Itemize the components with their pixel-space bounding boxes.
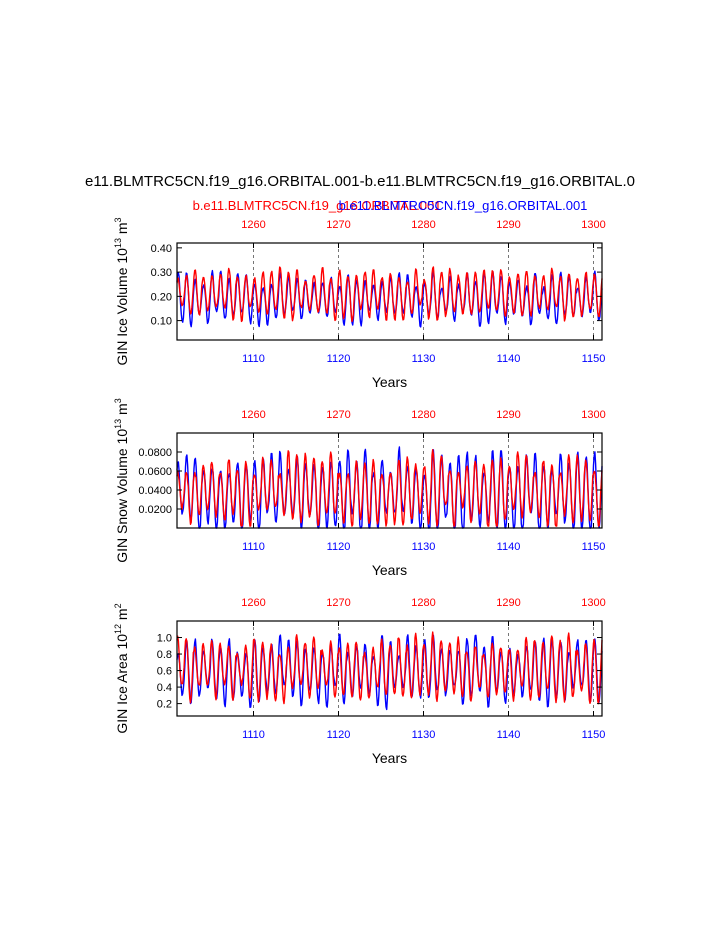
y-tick-label: 0.0600 (138, 466, 172, 478)
series-line-red (176, 266, 603, 323)
x-top-tick-label: 1280 (411, 219, 435, 231)
x-top-tick-label: 1280 (411, 409, 435, 421)
x-top-tick-label: 1290 (496, 597, 520, 609)
y-tick-label: 0.8 (157, 649, 172, 661)
y-tick-label: 0.0400 (138, 485, 172, 497)
y-tick-label: 0.0800 (138, 447, 172, 459)
y-tick-label: 0.10 (151, 316, 172, 328)
y-tick-label: 0.6 (157, 666, 172, 678)
x-bottom-tick-label: 1130 (412, 541, 436, 553)
legend-blue-label: b.e11.BLMTRC5CN.f19_g16.ORBITAL.001 (339, 198, 588, 213)
x-top-tick-label: 1290 (496, 409, 520, 421)
panel-2: 0.0200 0.0400 0.0600 0.0800 1110 1120 1130 1140… (113, 398, 606, 578)
x-bottom-tick-label: 1120 (327, 729, 351, 741)
y-tick-label: 0.20 (151, 291, 172, 303)
legend-red-label: b.e11.BLMTRC5CN.f19_g16.ORBITAL.001 (193, 198, 442, 213)
y-axis-label: GIN Snow Volume 1013 m3 (113, 398, 130, 562)
series-line-red (176, 631, 603, 705)
x-bottom-tick-label: 1140 (497, 353, 521, 365)
y-tick-label: 0.30 (151, 267, 172, 279)
panel-1: 0.10 0.20 0.30 0.40 1110 1120 1130 1140 1150 1260… (113, 217, 606, 390)
x-top-tick-label: 1290 (496, 219, 520, 231)
x-bottom-tick-label: 1110 (242, 541, 265, 553)
x-top-tick-label: 1260 (241, 219, 265, 231)
x-top-tick-label: 1260 (241, 409, 265, 421)
y-axis-label: GIN Ice Volume 1013 m3 (113, 217, 130, 365)
y-tick-label: 0.0200 (138, 504, 172, 516)
x-top-tick-label: 1300 (581, 219, 605, 231)
x-bottom-tick-label: 1150 (582, 729, 606, 741)
plot-frame (176, 620, 603, 717)
x-top-tick-label: 1260 (241, 597, 265, 609)
x-bottom-tick-label: 1130 (412, 353, 436, 365)
x-bottom-tick-label: 1120 (327, 353, 351, 365)
x-bottom-tick-label: 1130 (412, 729, 436, 741)
y-tick-label: 0.4 (157, 682, 172, 694)
y-tick-label: 0.40 (151, 243, 172, 255)
x-top-tick-label: 1280 (411, 597, 435, 609)
x-axis-label: Years (372, 562, 407, 578)
x-bottom-tick-label: 1150 (582, 541, 606, 553)
chart-title: e11.BLMTRC5CN.f19_g16.ORBITAL.001-b.e11.… (85, 173, 635, 190)
x-bottom-tick-label: 1140 (497, 729, 521, 741)
x-top-tick-label: 1270 (326, 409, 350, 421)
x-top-tick-label: 1270 (326, 219, 350, 231)
y-tick-label: 0.2 (157, 699, 172, 711)
series-line-red (176, 449, 603, 527)
panel-3: 0.2 0.4 0.6 0.8 1.0 1110 1120 1130 1140 1150 1260 1… (113, 597, 606, 766)
x-top-tick-label: 1300 (581, 597, 605, 609)
y-axis-label: GIN Ice Area 1012 m2 (113, 603, 130, 733)
x-axis-label: Years (372, 750, 407, 766)
y-tick-label: 1.0 (157, 633, 172, 645)
x-bottom-tick-label: 1110 (242, 729, 265, 741)
x-axis-label: Years (372, 374, 407, 390)
x-bottom-tick-label: 1140 (497, 541, 521, 553)
x-bottom-tick-label: 1110 (242, 353, 265, 365)
x-bottom-tick-label: 1120 (327, 541, 351, 553)
x-bottom-tick-label: 1150 (582, 353, 606, 365)
x-top-tick-label: 1300 (581, 409, 605, 421)
x-top-tick-label: 1270 (326, 597, 350, 609)
plot-frame (176, 242, 603, 341)
plot-frame (176, 432, 603, 529)
